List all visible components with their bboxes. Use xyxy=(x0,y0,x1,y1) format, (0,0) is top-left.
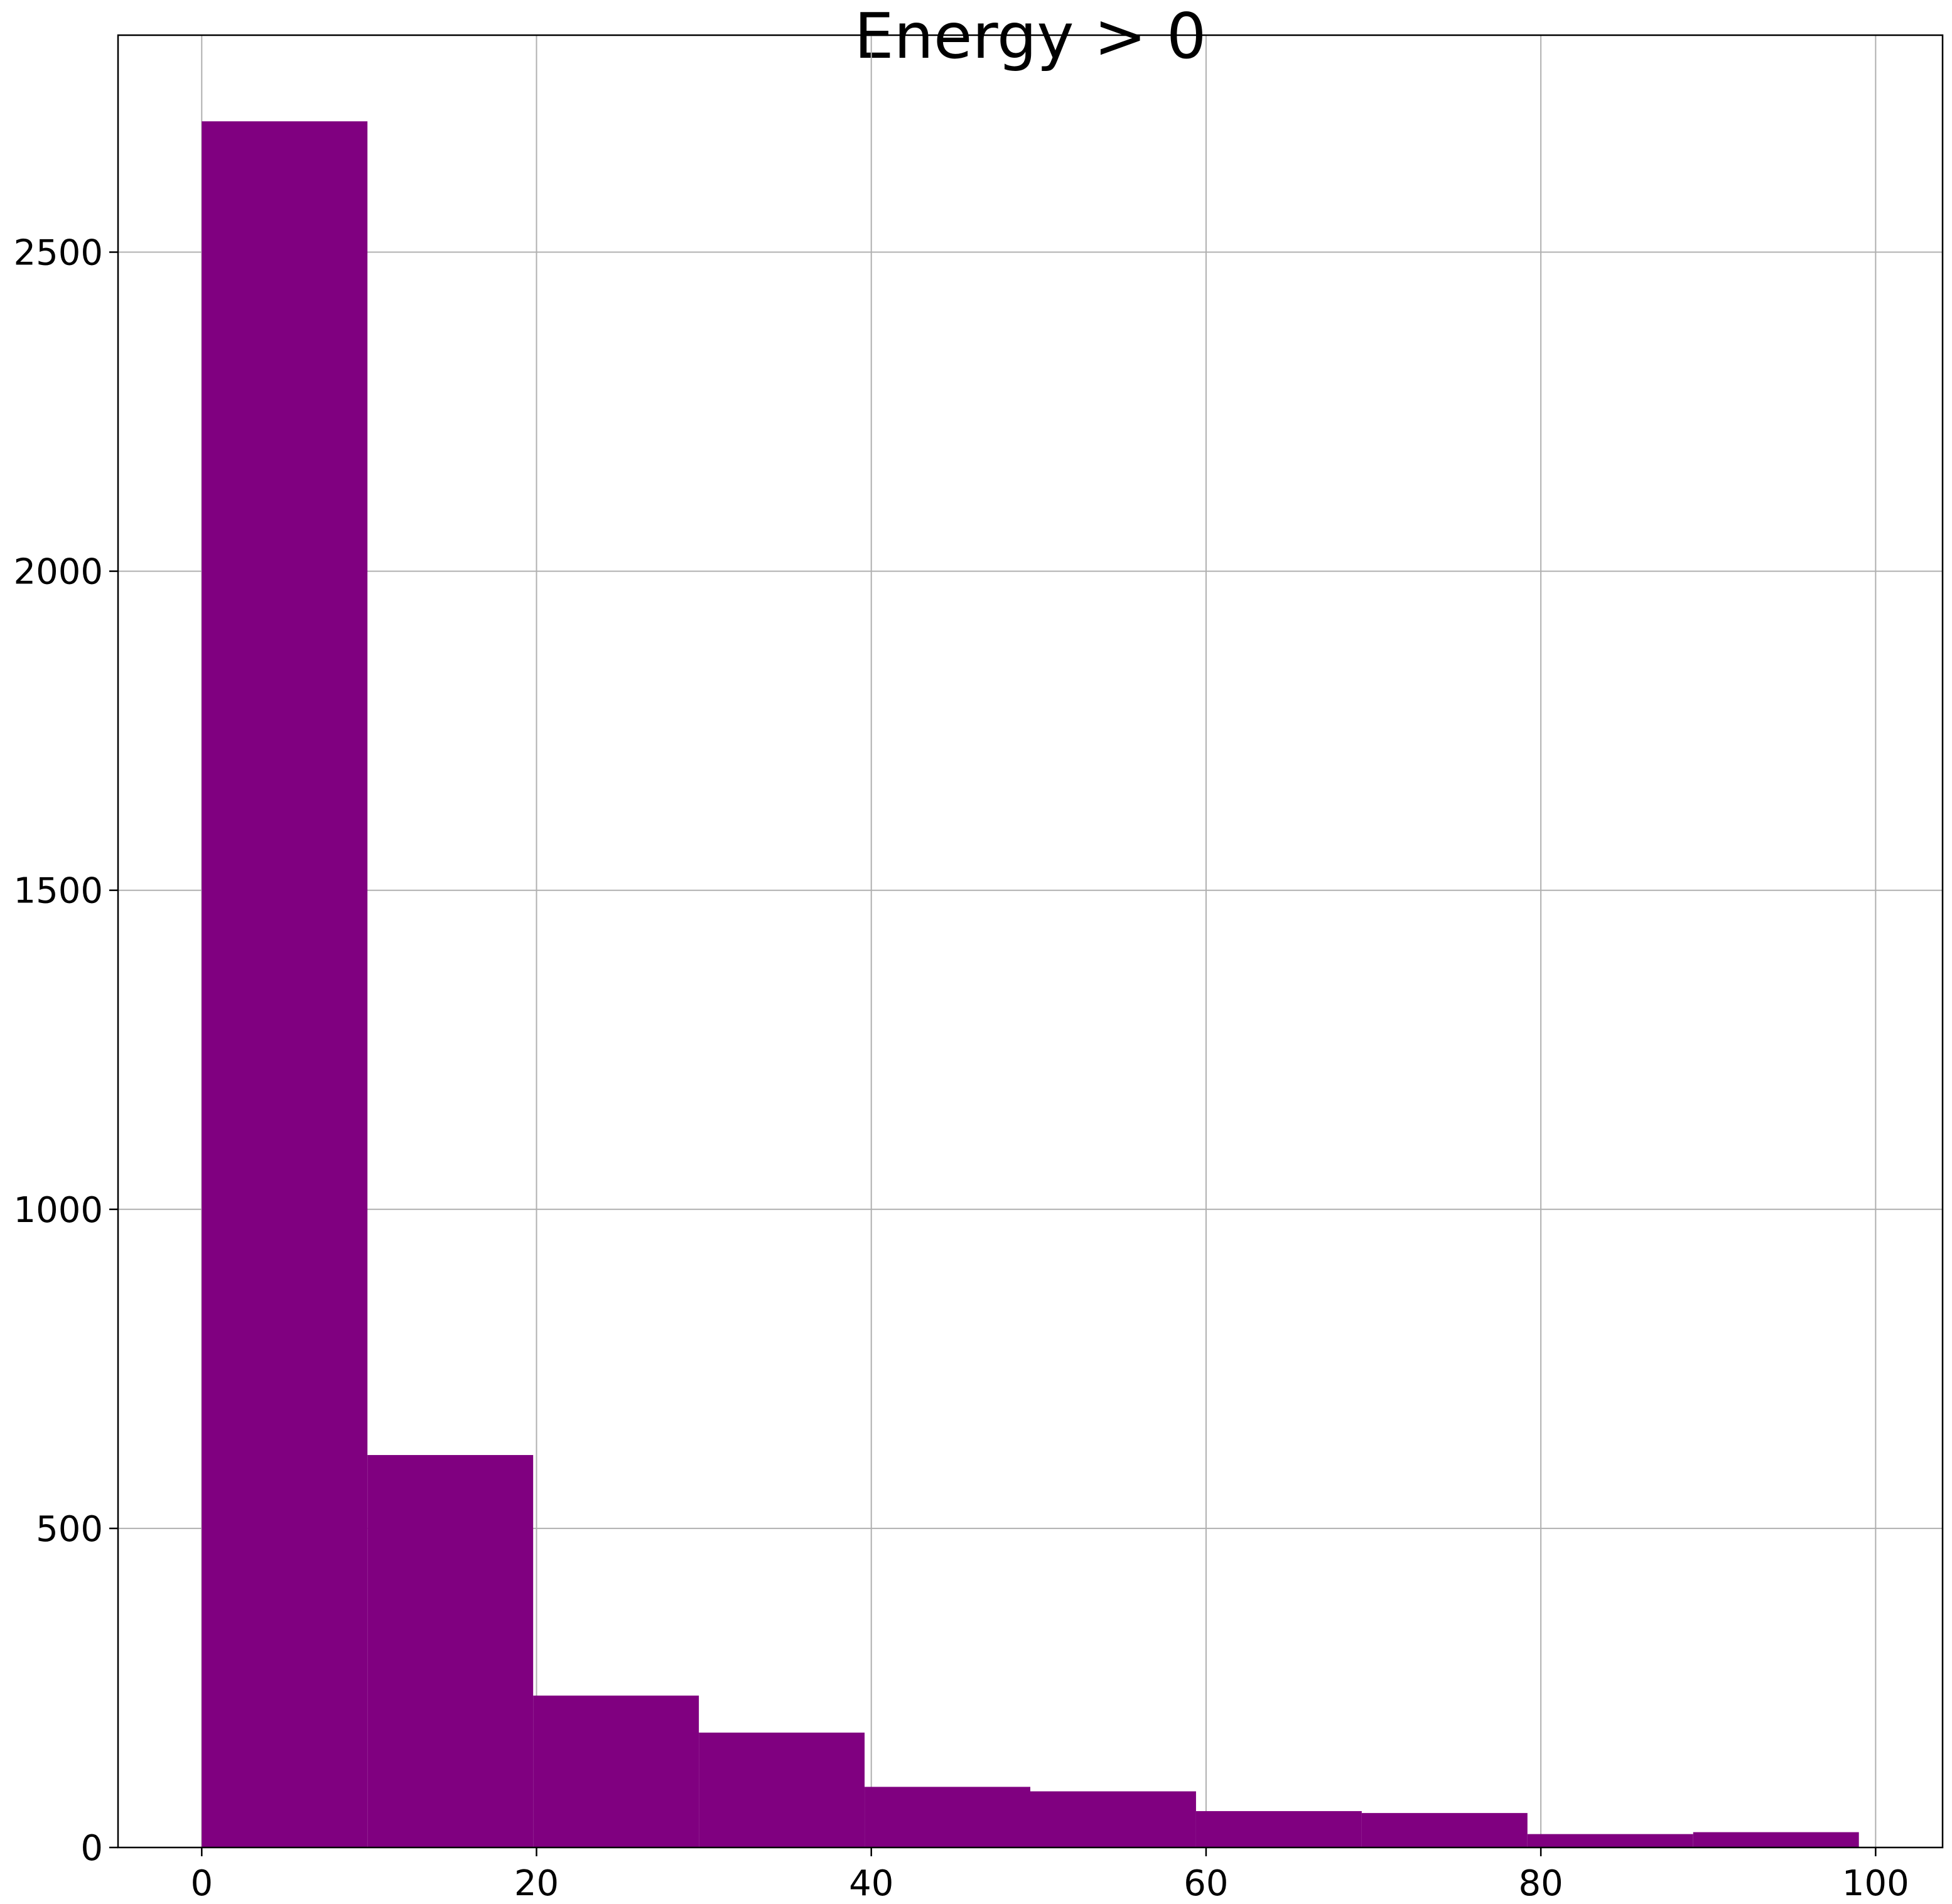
histogram-bar xyxy=(865,1787,1030,1847)
y-tick-label: 2000 xyxy=(13,552,103,593)
x-tick-label: 20 xyxy=(514,1863,559,1904)
histogram-bar xyxy=(367,1455,534,1847)
histogram-bar xyxy=(1693,1832,1859,1847)
histogram-bar xyxy=(202,121,368,1848)
histogram-bar xyxy=(533,1696,699,1847)
x-tick-label: 80 xyxy=(1519,1863,1563,1904)
histogram-bars xyxy=(202,121,1859,1848)
histogram-bar xyxy=(1195,1811,1362,1847)
x-tick-label: 0 xyxy=(190,1863,213,1904)
y-tick-label: 1500 xyxy=(13,871,103,912)
x-tick-label: 100 xyxy=(1842,1863,1909,1904)
histogram-bar xyxy=(1527,1834,1693,1847)
grid-lines xyxy=(118,35,1943,1848)
x-tick-label: 60 xyxy=(1184,1863,1228,1904)
y-tick-label: 1000 xyxy=(13,1190,103,1231)
chart-title: Energy > 0 xyxy=(854,0,1206,73)
plot-frame xyxy=(117,34,1944,1849)
histogram-bar xyxy=(699,1733,865,1847)
y-tick-label: 2500 xyxy=(13,233,103,274)
histogram-bar xyxy=(1361,1813,1528,1847)
histogram-bar xyxy=(1030,1791,1196,1847)
y-tick-label: 500 xyxy=(36,1509,103,1550)
x-tick-label: 40 xyxy=(849,1863,893,1904)
y-tick-label: 0 xyxy=(80,1828,103,1869)
